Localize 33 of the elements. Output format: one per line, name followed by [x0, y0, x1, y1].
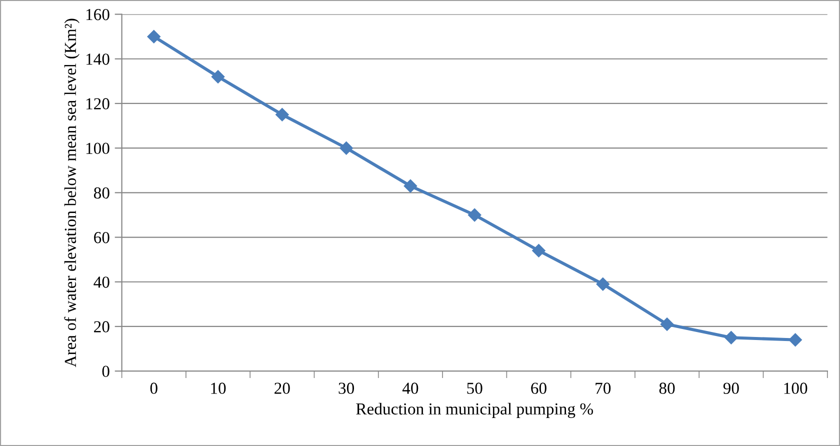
- x-tick-label: 100: [784, 382, 808, 394]
- point: [532, 244, 546, 258]
- point: [468, 208, 482, 222]
- x-tick-label: 10: [211, 382, 226, 394]
- x-tick-label: 20: [274, 382, 290, 394]
- point: [147, 30, 160, 44]
- y-tick-label: 60: [94, 232, 110, 244]
- y-tick-label: 0: [102, 366, 110, 378]
- point: [211, 70, 225, 84]
- x-tick-label: 30: [338, 382, 354, 394]
- x-tick-label: 80: [659, 382, 675, 394]
- y-tick-label: 160: [86, 8, 110, 20]
- x-tick-label: 60: [531, 382, 546, 394]
- x-axis-title: Reduction in municipal pumping %: [356, 402, 593, 418]
- point: [724, 331, 738, 344]
- y-tick-label: 20: [94, 321, 110, 332]
- y-tick-label: 80: [94, 187, 110, 199]
- point: [660, 318, 674, 331]
- point: [404, 179, 418, 193]
- point: [596, 278, 610, 291]
- point: [788, 333, 802, 346]
- x-tick-label: 50: [467, 382, 482, 394]
- x-tick-label: 0: [150, 382, 158, 394]
- y-axis-title: Area of water elevation below mean sea level (Km²): [64, 18, 80, 368]
- x-tick-label: 70: [596, 382, 611, 394]
- y-tick-label: 120: [86, 98, 110, 110]
- y-tick-label: 40: [94, 276, 110, 288]
- x-tick-label: 40: [402, 382, 418, 394]
- point: [276, 108, 289, 122]
- x-tick-label: 90: [723, 382, 739, 394]
- y-tick-label: 100: [86, 142, 110, 154]
- point: [340, 141, 353, 155]
- y-tick-label: 140: [86, 54, 110, 65]
